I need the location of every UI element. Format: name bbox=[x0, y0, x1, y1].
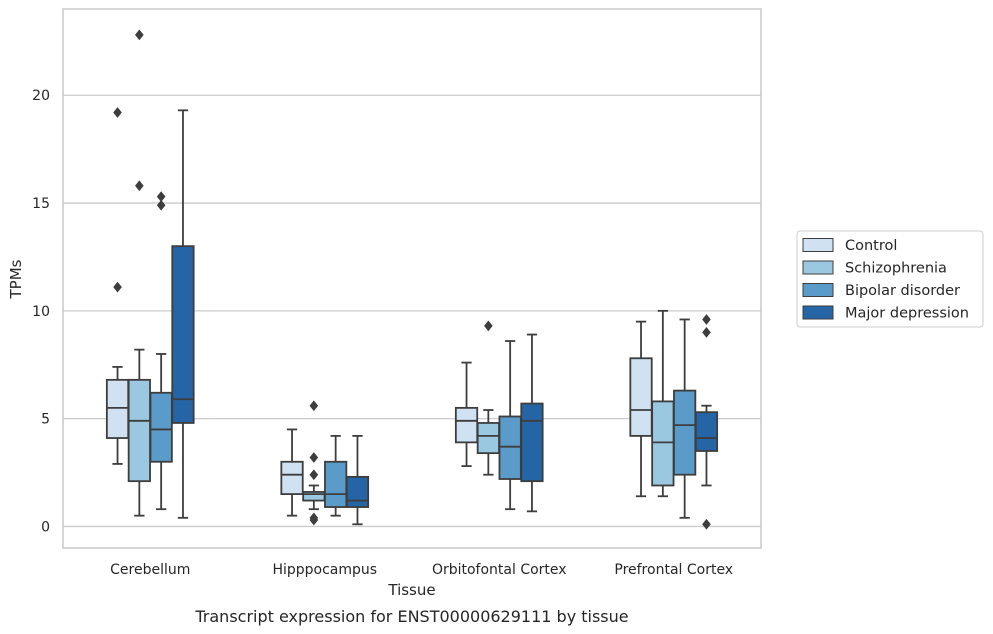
box-major-depression-2 bbox=[520, 333, 544, 513]
legend-label: Control bbox=[845, 238, 897, 254]
legend-label: Schizophrenia bbox=[845, 261, 947, 277]
box-iqr bbox=[324, 460, 348, 508]
legend-label: Bipolar disorder bbox=[845, 283, 960, 299]
outlier-point bbox=[309, 469, 319, 481]
box-control-0 bbox=[105, 107, 130, 465]
legend-swatch bbox=[802, 238, 834, 252]
plot-frame bbox=[62, 8, 762, 549]
y-axis-title: TPMs bbox=[7, 259, 25, 299]
outlier-point bbox=[113, 107, 122, 118]
outlier-point bbox=[702, 327, 711, 338]
box-iqr bbox=[171, 245, 195, 424]
legend-item: Schizophrenia bbox=[802, 260, 947, 277]
x-tick-label: Cerebellum bbox=[110, 562, 190, 578]
legend-item: Major depression bbox=[802, 305, 969, 322]
box-iqr bbox=[149, 391, 173, 463]
box-control-1 bbox=[280, 428, 304, 517]
outlier-point bbox=[156, 191, 166, 202]
box-iqr bbox=[498, 415, 522, 480]
outlier-point bbox=[156, 199, 166, 211]
y-tick-label: 20 bbox=[32, 88, 50, 104]
legend-frame bbox=[796, 230, 984, 328]
box-schizophrenia-2 bbox=[476, 320, 500, 476]
box-major-depression-0 bbox=[171, 109, 195, 519]
box-iqr bbox=[105, 378, 130, 439]
box-iqr bbox=[454, 406, 479, 444]
outlier-point bbox=[702, 518, 711, 530]
box-schizophrenia-3 bbox=[651, 309, 675, 498]
chart-caption: Transcript expression for ENST0000062911… bbox=[194, 607, 628, 626]
y-tick-label: 0 bbox=[41, 519, 50, 535]
box-bipolar-disorder-1 bbox=[324, 434, 348, 517]
box-iqr bbox=[694, 411, 719, 452]
box-iqr bbox=[280, 460, 304, 496]
y-tick-label: 10 bbox=[32, 304, 50, 320]
legend-swatch bbox=[802, 260, 834, 275]
y-axis: 0 5 10 15 20 bbox=[32, 88, 50, 535]
box-iqr bbox=[651, 400, 675, 487]
x-tick-label: Hipppocampus bbox=[272, 562, 377, 578]
box-iqr bbox=[127, 378, 151, 483]
legend-swatch bbox=[802, 283, 834, 297]
outlier-point bbox=[309, 512, 319, 524]
outlier-point bbox=[484, 320, 493, 332]
outlier-point bbox=[113, 281, 122, 293]
box-schizophrenia-1 bbox=[302, 400, 326, 526]
box-bipolar-disorder-0 bbox=[149, 191, 173, 511]
box-major-depression-3 bbox=[694, 314, 719, 530]
outlier-point bbox=[135, 29, 144, 41]
legend-item: Control bbox=[802, 238, 897, 254]
box-iqr bbox=[673, 389, 697, 476]
box-iqr bbox=[476, 422, 500, 455]
box-major-depression-1 bbox=[345, 434, 370, 526]
box-control-3 bbox=[629, 320, 653, 498]
x-tick-label: Orbitofontal Cortex bbox=[432, 562, 567, 578]
y-tick-label: 5 bbox=[41, 412, 50, 428]
y-tick-label: 15 bbox=[32, 196, 50, 212]
box-iqr bbox=[629, 357, 653, 437]
x-axis: Cerebellum Hipppocampus Orbitofontal Corte… bbox=[110, 562, 733, 578]
outlier-point bbox=[135, 180, 144, 192]
legend-item: Bipolar disorder bbox=[802, 283, 960, 299]
legend-label: Major depression bbox=[845, 306, 969, 322]
box-iqr bbox=[520, 402, 544, 483]
box-plot-series bbox=[105, 29, 719, 530]
outlier-point bbox=[309, 400, 319, 412]
legend: Control Schizophrenia Bipolar disorder Majo… bbox=[796, 230, 984, 328]
outlier-point bbox=[702, 314, 711, 325]
box-iqr bbox=[345, 475, 370, 508]
legend-swatch bbox=[802, 305, 834, 320]
outlier-point bbox=[309, 452, 319, 463]
x-tick-label: Prefrontal Cortex bbox=[614, 562, 733, 578]
box-bipolar-disorder-3 bbox=[673, 318, 697, 519]
x-axis-title: Tissue bbox=[387, 581, 435, 599]
